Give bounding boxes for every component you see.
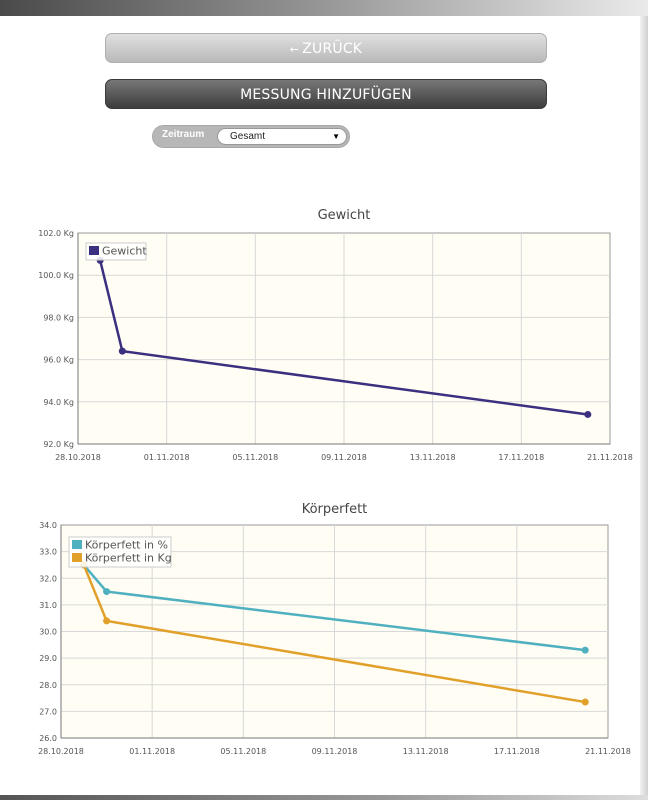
legend-label: Körperfett in % (85, 539, 168, 552)
x-tick-label: 28.10.2018 (55, 453, 101, 462)
data-point (118, 347, 126, 355)
x-tick-label: 01.11.2018 (144, 453, 190, 462)
period-filter: Zeitraum Gesamt ▼ (152, 125, 350, 148)
x-tick-label: 05.11.2018 (232, 453, 278, 462)
period-select[interactable]: Gesamt ▼ (217, 128, 347, 145)
legend-label: Gewicht (102, 245, 147, 258)
data-point (103, 617, 111, 625)
legend-box (85, 242, 147, 261)
y-tick-label: 30.0 (39, 628, 57, 637)
x-tick-label: 13.11.2018 (410, 453, 456, 462)
body-fat-chart: Körperfett 26.0 27.0 28.0 29.0 30.0 31.0 32.0 33… (38, 502, 631, 756)
data-point (103, 588, 111, 596)
x-tick-label: 01.11.2018 (129, 747, 175, 756)
period-select-value: Gesamt (230, 131, 266, 142)
arrow-left-icon: ← (289, 43, 300, 56)
back-button-label: ZURÜCK (302, 41, 363, 57)
y-tick-label: 100.0 Kg (38, 271, 74, 280)
x-tick-label: 13.11.2018 (403, 747, 449, 756)
period-filter-label: Zeitraum (162, 129, 205, 140)
x-tick-label: 05.11.2018 (220, 747, 266, 756)
y-tick-label: 102.0 Kg (38, 229, 74, 238)
legend-swatch (72, 553, 82, 562)
scrollbar-track[interactable] (640, 16, 648, 795)
legend-swatch (72, 540, 82, 549)
x-tick-label: 17.11.2018 (498, 453, 544, 462)
legend-label: Körperfett in Kg (85, 552, 172, 565)
y-tick-label: 26.0 (39, 734, 57, 743)
legend-box (68, 536, 172, 568)
y-tick-label: 32.0 (39, 574, 57, 583)
weight-chart: Gewicht 92.0 Kg 94.0 Kg 96.0 Kg 98.0 Kg 100.0… (38, 208, 633, 462)
y-tick-label: 96.0 Kg (43, 356, 74, 365)
chart-title: Gewicht (318, 208, 371, 223)
x-tick-label: 09.11.2018 (321, 453, 367, 462)
back-button[interactable]: ← ZURÜCK (105, 33, 547, 63)
x-tick-label: 28.10.2018 (38, 747, 84, 756)
x-tick-label: 09.11.2018 (312, 747, 358, 756)
y-tick-label: 31.0 (39, 601, 57, 610)
chart-title: Körperfett (302, 502, 368, 517)
legend-swatch (89, 246, 99, 255)
data-point (581, 646, 589, 654)
y-tick-label: 28.0 (39, 681, 57, 690)
add-measurement-button[interactable]: MESSUNG HINZUFÜGEN (105, 79, 547, 109)
y-tick-label: 94.0 Kg (43, 398, 74, 407)
y-tick-label: 34.0 (39, 521, 57, 530)
y-tick-label: 92.0 Kg (43, 440, 74, 449)
window-top-bar (0, 0, 648, 16)
add-measurement-label: MESSUNG HINZUFÜGEN (240, 87, 412, 103)
x-tick-label: 21.11.2018 (587, 453, 633, 462)
y-tick-label: 33.0 (39, 548, 57, 557)
dropdown-arrow-icon: ▼ (332, 132, 340, 141)
x-tick-label: 17.11.2018 (494, 747, 540, 756)
data-point (584, 410, 592, 418)
y-tick-label: 27.0 (39, 707, 57, 716)
data-point (581, 698, 589, 706)
y-tick-label: 29.0 (39, 654, 57, 663)
window-bottom-bar (0, 795, 648, 800)
y-tick-label: 98.0 Kg (43, 313, 74, 322)
x-tick-label: 21.11.2018 (585, 747, 631, 756)
